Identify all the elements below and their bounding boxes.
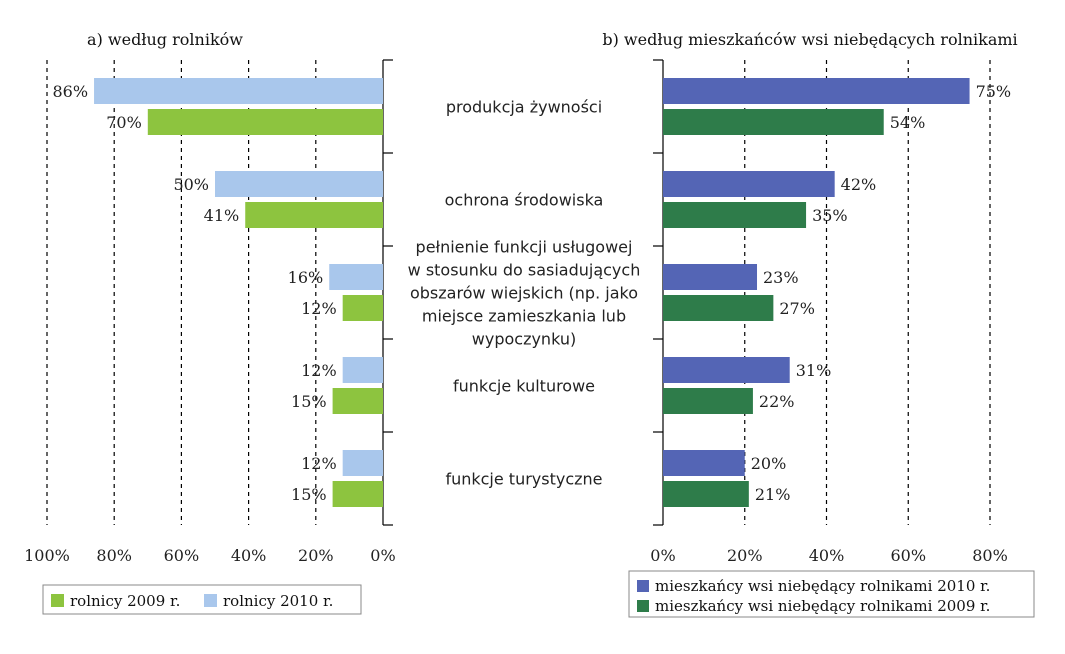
right-bar xyxy=(663,388,753,414)
right-legend-box xyxy=(628,570,1035,618)
right-tick-label: 40% xyxy=(809,546,845,565)
category-label-line: funkcje turystyczne xyxy=(445,470,602,489)
left-legend-swatch xyxy=(204,594,217,607)
left-chart: a) według rolników 100% 80% 60% 40% 20% 0% 86% 5… xyxy=(24,30,396,615)
right-legend-swatch xyxy=(637,580,649,592)
left-bar xyxy=(342,450,383,476)
right-tick-label: 20% xyxy=(727,546,763,565)
left-data-label: 86% xyxy=(52,82,88,101)
left-tick-label: 100% xyxy=(24,546,70,565)
right-bar xyxy=(663,450,745,476)
right-tick-label: 0% xyxy=(650,546,675,565)
left-bar xyxy=(94,78,383,104)
right-data-label: 54% xyxy=(890,113,926,132)
right-legend-label: mieszkańcy wsi niebędący rolnikami 2009 … xyxy=(655,597,990,615)
left-tick-label: 40% xyxy=(231,546,267,565)
right-data-label: 22% xyxy=(759,392,795,411)
category-label-line: miejsce zamieszkania lub xyxy=(422,307,626,326)
left-tick-label: 60% xyxy=(164,546,200,565)
left-data-label: 12% xyxy=(301,454,337,473)
right-chart-title: b) według mieszkańców wsi niebędących ro… xyxy=(602,30,1017,49)
category-label: funkcje turystyczne xyxy=(445,470,602,489)
right-data-label: 75% xyxy=(976,82,1012,101)
left-data-label: 16% xyxy=(288,268,324,287)
left-bar xyxy=(329,264,383,290)
right-data-label: 21% xyxy=(755,485,791,504)
left-data-label: 12% xyxy=(301,299,337,318)
right-legend: mieszkańcy wsi niebędący rolnikami 2010 … xyxy=(628,570,1035,618)
right-bar xyxy=(663,109,884,135)
category-label-line: funkcje kulturowe xyxy=(453,377,595,396)
right-chart: b) według mieszkańców wsi niebędących ro… xyxy=(602,30,1035,618)
right-data-label: 27% xyxy=(779,299,815,318)
right-data-label: 31% xyxy=(796,361,832,380)
right-bar xyxy=(663,264,758,290)
left-legend-label: rolnicy 2010 r. xyxy=(223,592,333,610)
right-bar xyxy=(663,78,970,104)
category-label: produkcja żywności xyxy=(446,98,602,117)
category-label-line: wypoczynku) xyxy=(472,330,576,349)
right-data-label: 23% xyxy=(763,268,799,287)
right-bar xyxy=(663,295,774,321)
left-bar xyxy=(342,295,383,321)
right-bar xyxy=(663,481,749,507)
left-data-label: 41% xyxy=(204,206,240,225)
category-label-line: produkcja żywności xyxy=(446,98,602,117)
left-bar xyxy=(332,481,383,507)
category-label-line: pełnienie funkcji usługowej xyxy=(416,238,633,257)
right-legend-swatch xyxy=(637,600,649,612)
right-legend-label: mieszkańcy wsi niebędący rolnikami 2010 … xyxy=(655,577,990,595)
left-bar xyxy=(332,388,383,414)
category-label-line: obszarów wiejskich (np. jako xyxy=(410,284,638,303)
left-legend-box xyxy=(42,584,362,615)
left-data-label: 15% xyxy=(291,392,327,411)
category-label: funkcje kulturowe xyxy=(453,377,595,396)
category-label-line: ochrona środowiska xyxy=(445,191,604,210)
left-legend-swatch xyxy=(51,594,64,607)
left-legend: rolnicy 2009 r. rolnicy 2010 r. xyxy=(42,584,362,615)
right-data-label: 20% xyxy=(751,454,787,473)
left-tick-label: 20% xyxy=(298,546,334,565)
left-bar xyxy=(147,109,383,135)
left-data-label: 15% xyxy=(291,485,327,504)
category-label: ochrona środowiska xyxy=(445,191,604,210)
left-bar xyxy=(342,357,383,383)
right-data-label: 35% xyxy=(812,206,848,225)
right-bar xyxy=(663,171,835,197)
right-data-label: 42% xyxy=(841,175,877,194)
left-bar xyxy=(245,202,383,228)
left-data-label: 12% xyxy=(301,361,337,380)
category-label-line: w stosunku do sasiadujących xyxy=(408,261,641,280)
left-chart-title: a) według rolników xyxy=(87,30,243,49)
left-tick-label: 0% xyxy=(370,546,395,565)
right-bar xyxy=(663,202,807,228)
right-tick-label: 80% xyxy=(972,546,1008,565)
left-legend-label: rolnicy 2009 r. xyxy=(70,592,180,610)
left-data-label: 70% xyxy=(106,113,142,132)
category-label: pełnienie funkcji usługowej w stosunku do… xyxy=(408,238,641,349)
right-bar xyxy=(663,357,790,383)
left-bar xyxy=(215,171,383,197)
right-tick-label: 60% xyxy=(890,546,926,565)
left-tick-label: 80% xyxy=(96,546,132,565)
left-data-label: 50% xyxy=(173,175,209,194)
category-labels: produkcja żywności ochrona środowiska pełn… xyxy=(408,98,641,489)
